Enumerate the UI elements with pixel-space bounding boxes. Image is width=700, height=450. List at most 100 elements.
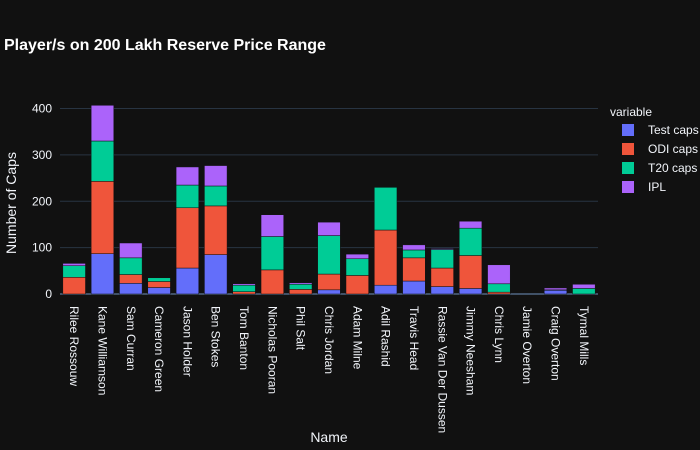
x-tick-label: Jimmy Neesham <box>464 306 478 395</box>
bar-segment[interactable] <box>430 286 454 295</box>
bar-segment[interactable] <box>543 290 568 295</box>
x-tick-label: Jason Holder <box>180 306 194 377</box>
bar-segment[interactable] <box>90 181 115 254</box>
bar-segment[interactable] <box>402 249 426 259</box>
legend-label[interactable]: ODI caps <box>648 142 698 156</box>
y-tick-label: 0 <box>45 287 52 301</box>
bar-segment[interactable] <box>204 185 228 207</box>
bar-segment[interactable] <box>232 284 256 292</box>
bar-segment[interactable] <box>374 284 398 295</box>
y-tick-label: 100 <box>32 241 52 255</box>
bar-segment[interactable] <box>487 291 511 295</box>
bar-segment[interactable] <box>119 242 143 259</box>
bar-segment[interactable] <box>62 277 86 295</box>
x-tick-label: Tymal Mills <box>577 306 591 365</box>
x-tick-label: Cameron Green <box>152 306 166 392</box>
bar-segment[interactable] <box>289 289 313 295</box>
bar-segment[interactable] <box>204 254 228 295</box>
bar-segment[interactable] <box>572 288 596 295</box>
bar-segment[interactable] <box>62 265 86 278</box>
bar-segment[interactable] <box>90 105 115 142</box>
legend-label[interactable]: T20 caps <box>648 161 697 175</box>
x-tick-label: Adam Milne <box>350 306 364 370</box>
bar-segment[interactable] <box>90 253 115 295</box>
bar-segment[interactable] <box>260 269 284 295</box>
bar-segment[interactable] <box>402 257 426 282</box>
legend-swatch[interactable] <box>622 181 634 193</box>
x-tick-label: Kane Williamson <box>95 306 109 395</box>
bar-segment[interactable] <box>147 277 171 282</box>
bar-segment[interactable] <box>289 282 313 285</box>
x-tick-label: Chris Lynn <box>492 306 506 363</box>
chart-title: Player/s on 200 Lakh Reserve Price Range <box>4 37 326 54</box>
bar-segment[interactable] <box>317 289 341 295</box>
y-tick-labels: 0 100 200 300 400 <box>32 102 52 301</box>
x-tick-label: Rilee Rossouw <box>67 306 81 386</box>
bar-segment[interactable] <box>487 264 511 285</box>
bar-segment[interactable] <box>175 184 199 209</box>
bar-segment[interactable] <box>62 263 86 266</box>
bar-segment[interactable] <box>90 140 115 182</box>
legend-swatch[interactable] <box>622 124 634 136</box>
bar-segment[interactable] <box>430 267 454 287</box>
bar-segment[interactable] <box>289 284 313 290</box>
x-tick-label: Travis Head <box>407 306 421 370</box>
x-tick-label: Nicholas Pooran <box>265 306 279 394</box>
bar-segment[interactable] <box>374 187 398 231</box>
bar-segment[interactable] <box>345 275 369 295</box>
bar-segment[interactable] <box>260 214 284 237</box>
x-tick-label: Tom Banton <box>237 306 251 370</box>
y-tick-label: 300 <box>32 148 52 162</box>
x-tick-labels: Rilee Rossouw Kane Williamson Sam Curran Ca… <box>67 306 591 433</box>
bar-segment[interactable] <box>459 288 483 295</box>
x-tick-label: Jamie Overton <box>520 306 534 384</box>
legend-label[interactable]: Test caps <box>648 123 699 137</box>
bar-segment[interactable] <box>175 267 199 295</box>
bar-segment[interactable] <box>147 287 171 295</box>
legend: variable Test caps ODI caps T20 caps IPL <box>610 105 699 194</box>
legend-label[interactable]: IPL <box>648 180 666 194</box>
bar-segment[interactable] <box>430 248 454 250</box>
y-tick-label: 200 <box>32 194 52 208</box>
x-tick-label: Phil Salt <box>294 306 308 351</box>
bar-segment[interactable] <box>317 235 341 275</box>
bar-segment[interactable] <box>260 236 284 271</box>
bar-segment[interactable] <box>345 253 369 260</box>
legend-swatch[interactable] <box>622 143 634 155</box>
bar-segment[interactable] <box>204 205 228 255</box>
bars <box>62 105 596 295</box>
bar-segment[interactable] <box>147 281 171 288</box>
legend-swatch[interactable] <box>622 162 634 174</box>
bar-segment[interactable] <box>232 283 256 286</box>
bar-segment[interactable] <box>430 249 454 269</box>
x-tick-label: Ben Stokes <box>209 306 223 367</box>
bar-segment[interactable] <box>175 166 199 186</box>
bar-segment[interactable] <box>204 165 228 187</box>
x-axis-title: Name <box>310 429 348 445</box>
y-axis-title: Number of Caps <box>3 152 19 254</box>
bar-segment[interactable] <box>119 283 143 295</box>
bar-segment[interactable] <box>317 273 341 291</box>
bar-segment[interactable] <box>402 280 426 295</box>
bar-segment[interactable] <box>175 207 199 269</box>
bar-segment[interactable] <box>459 255 483 289</box>
bar-segment[interactable] <box>543 287 568 291</box>
bar-segment[interactable] <box>119 274 143 284</box>
legend-title: variable <box>610 105 652 119</box>
bar-segment[interactable] <box>345 258 369 276</box>
bar-segment[interactable] <box>487 283 511 293</box>
y-tick-label: 400 <box>32 102 52 116</box>
x-tick-label: Sam Curran <box>124 306 138 371</box>
x-tick-label: Craig Overton <box>549 306 563 381</box>
bar-segment[interactable] <box>317 221 341 236</box>
x-tick-label: Rassie Van Der Dussen <box>435 306 449 433</box>
bar-segment[interactable] <box>572 284 596 289</box>
bar-segment[interactable] <box>459 227 483 256</box>
bar-segment[interactable] <box>402 244 426 251</box>
bar-segment[interactable] <box>374 229 398 286</box>
x-tick-label: Adil Rashid <box>379 306 393 367</box>
bar-segment[interactable] <box>232 291 256 295</box>
bar-segment[interactable] <box>119 257 143 275</box>
bar-segment[interactable] <box>459 220 483 229</box>
